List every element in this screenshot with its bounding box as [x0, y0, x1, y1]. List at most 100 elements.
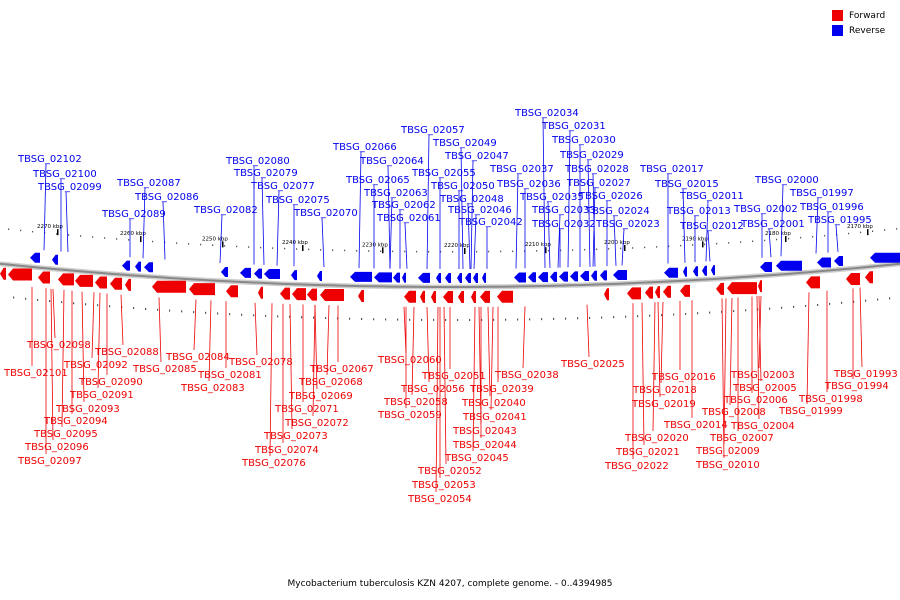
forward-gene-label: TBSG_02018	[632, 385, 697, 396]
reverse-leader	[426, 134, 430, 269]
minor-tick-bottom	[493, 318, 495, 321]
minor-tick-top	[620, 247, 622, 250]
minor-tick-bottom	[577, 317, 579, 320]
reverse-gene-label: TBSG_02099	[37, 182, 102, 193]
minor-tick-bottom	[97, 304, 99, 307]
minor-tick-top	[740, 241, 742, 243]
reverse-gene-label: TBSG_02011	[679, 191, 744, 202]
forward-leader	[120, 294, 124, 346]
minor-tick-top	[752, 240, 754, 243]
forward-leader	[50, 288, 54, 441]
forward-leader	[756, 296, 760, 420]
minor-tick-bottom	[625, 315, 627, 318]
minor-tick-bottom	[445, 318, 447, 321]
reverse-gene-label: TBSG_02024	[585, 206, 650, 217]
forward-leader	[61, 289, 65, 428]
minor-tick-bottom	[541, 318, 543, 321]
forward-gene-arrow	[226, 285, 238, 298]
minor-tick-top	[80, 235, 82, 237]
forward-leader	[289, 304, 293, 430]
reverse-leader	[621, 228, 625, 266]
forward-gene-arrow	[110, 277, 122, 290]
forward-gene-arrow	[645, 286, 653, 299]
forward-gene-arrow	[8, 268, 32, 281]
forward-gene-label: TBSG_01998	[798, 394, 863, 405]
forward-gene-label: TBSG_02060	[377, 355, 442, 366]
minor-tick-bottom	[673, 313, 675, 316]
forward-gene-label: TBSG_02073	[263, 431, 328, 442]
minor-tick-top	[104, 237, 106, 239]
forward-leader	[586, 304, 590, 358]
major-tick	[382, 247, 384, 254]
reverse-gene-arrow	[350, 271, 372, 282]
forward-gene-label: TBSG_02069	[288, 391, 353, 402]
reverse-gene-label: TBSG_02026	[578, 191, 643, 202]
minor-tick-bottom	[805, 304, 807, 307]
minor-tick-top	[704, 243, 706, 246]
forward-leader	[326, 305, 330, 376]
forward-gene-arrow	[655, 286, 660, 299]
reverse-leader	[389, 197, 393, 269]
forward-leader	[314, 304, 318, 390]
forward-gene-label: TBSG_02085	[132, 364, 197, 375]
reverse-leader	[780, 184, 784, 257]
minor-tick-top	[716, 242, 718, 245]
forward-leader	[435, 306, 439, 493]
reverse-gene-label: TBSG_02035	[519, 192, 584, 203]
tick-label: 2260 kbp	[120, 231, 146, 237]
reverse-gene-label: TBSG_01996	[799, 202, 864, 213]
forward-leader	[91, 292, 95, 359]
reverse-gene-arrow	[473, 272, 478, 283]
forward-gene-arrow	[431, 290, 436, 303]
minor-tick-top	[896, 228, 898, 230]
reverse-leader	[542, 117, 546, 269]
forward-gene-label: TBSG_02003	[730, 370, 795, 381]
reverse-gene-label: TBSG_02027	[566, 178, 631, 189]
forward-gene-arrow	[258, 286, 263, 299]
major-tick	[702, 241, 704, 248]
legend-reverse-label: Reverse	[849, 25, 886, 36]
forward-gene-arrow	[865, 271, 873, 284]
reverse-gene-arrow	[550, 271, 557, 282]
minor-tick-top	[356, 249, 358, 252]
forward-gene-label: TBSG_02068	[298, 377, 363, 388]
reverse-leader	[613, 215, 617, 266]
minor-tick-bottom	[217, 312, 219, 315]
reverse-gene-arrow	[702, 265, 707, 276]
forward-leader	[269, 303, 273, 457]
reverse-leader	[473, 214, 477, 269]
reverse-gene-label: TBSG_02102	[17, 154, 82, 165]
reverse-gene-arrow	[240, 267, 251, 278]
reverse-gene-label: TBSG_02047	[444, 151, 509, 162]
minor-tick-bottom	[253, 314, 255, 317]
minor-tick-bottom	[589, 316, 591, 319]
minor-tick-bottom	[733, 310, 735, 313]
reverse-gene-label: TBSG_02013	[666, 206, 731, 217]
minor-tick-top	[344, 249, 346, 252]
forward-gene-arrow	[0, 267, 6, 280]
minor-tick-bottom	[553, 317, 555, 320]
minor-tick-bottom	[373, 318, 375, 321]
forward-gene-arrow	[497, 290, 513, 303]
forward-gene-label: TBSG_02093	[55, 404, 120, 415]
minor-tick-bottom	[229, 313, 231, 316]
reverse-gene-arrow	[683, 266, 687, 277]
reverse-gene-label: TBSG_02082	[193, 205, 258, 216]
reverse-gene-arrow	[317, 270, 322, 281]
minor-tick-bottom	[661, 314, 663, 317]
forward-gene-arrow	[758, 280, 762, 293]
forward-leader	[806, 292, 810, 405]
forward-gene-label: TBSG_02052	[417, 466, 482, 477]
forward-leader	[254, 302, 258, 356]
minor-tick-bottom	[133, 307, 135, 310]
tick-label: 2270 kbp	[37, 224, 63, 230]
forward-gene-arrow	[458, 290, 464, 303]
forward-leader	[641, 302, 645, 446]
minor-tick-top	[368, 250, 370, 252]
reverse-gene-label: TBSG_02062	[371, 200, 436, 211]
label-leaders	[31, 117, 863, 493]
reverse-leader	[43, 163, 47, 251]
reverse-gene-arrow	[374, 272, 392, 283]
reverse-gene-label: TBSG_02100	[32, 169, 97, 180]
